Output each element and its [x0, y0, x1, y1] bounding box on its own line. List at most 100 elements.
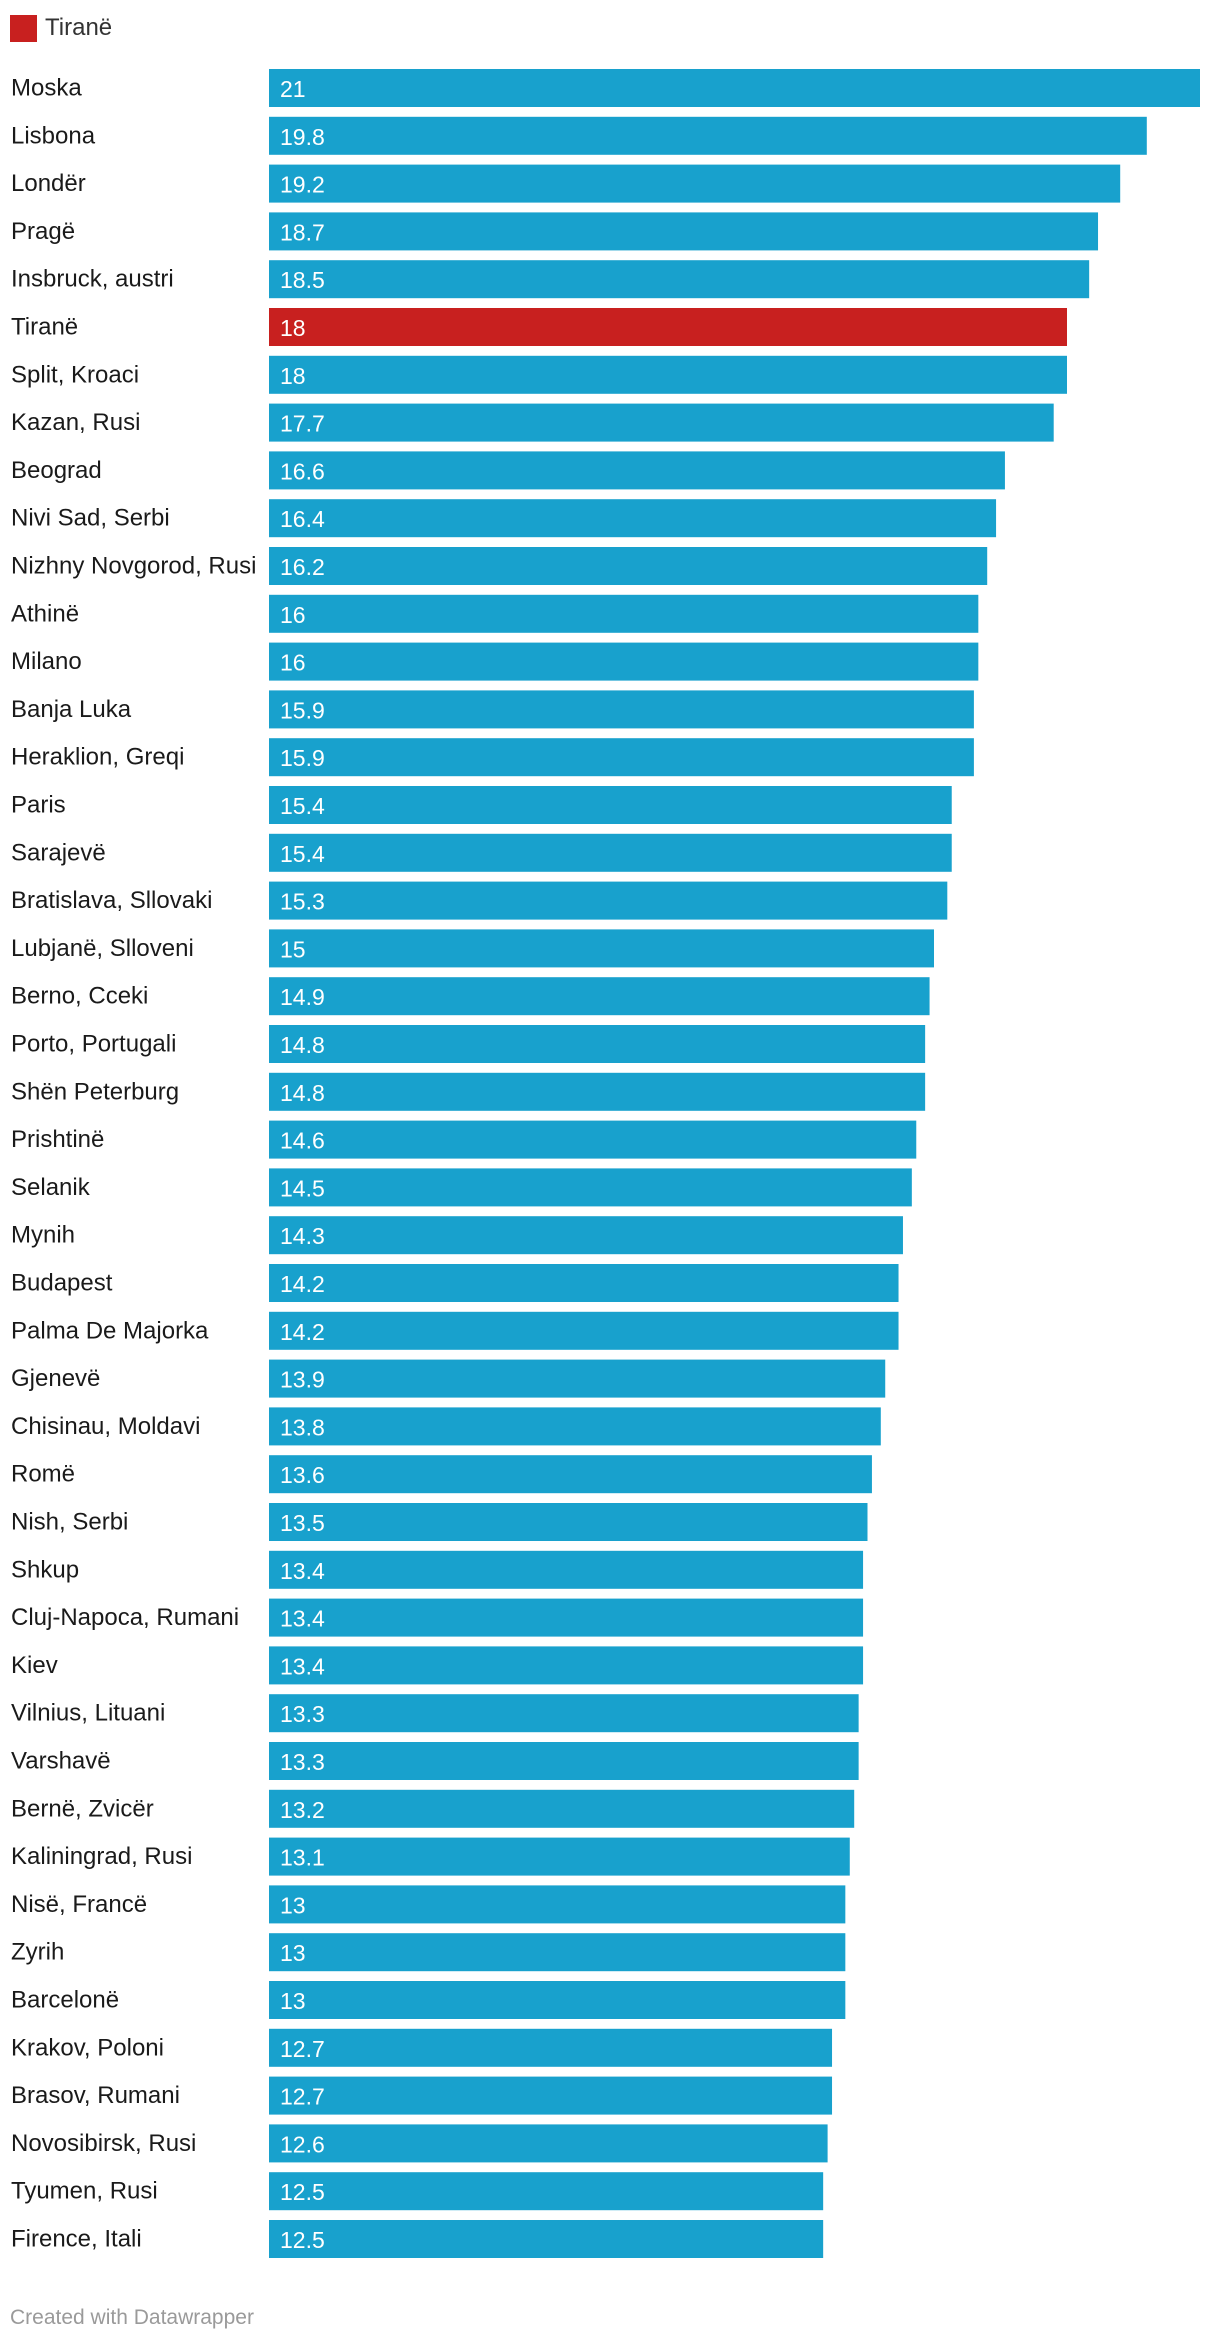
bar-value-label: 14.8 — [280, 1080, 325, 1106]
bar-value-label: 13 — [280, 1988, 306, 2014]
bar-value-label: 13 — [280, 1940, 306, 1966]
bar — [269, 1550, 864, 1589]
bar-row: Palma De Majorka 14.2 — [11, 1311, 899, 1350]
category-label: Paris — [11, 792, 66, 819]
category-label: Gjenevë — [11, 1365, 100, 1392]
bar-row: Kiev 13.4 — [11, 1646, 864, 1685]
bar — [269, 2172, 824, 2211]
bar-value-label: 13.4 — [280, 1558, 325, 1584]
category-label: Bratislava, Sllovaki — [11, 887, 212, 914]
bar-row: Budapest 14.2 — [11, 1264, 899, 1302]
category-label: Novosibirsk, Rusi — [11, 2130, 196, 2157]
bar — [269, 1933, 846, 1972]
bar-value-label: 14.6 — [280, 1128, 325, 1154]
category-label: Nizhny Novgorod, Rusi — [11, 553, 256, 580]
bar-value-label: 16.2 — [280, 554, 325, 580]
bar-row: Kaliningrad, Rusi 13.1 — [11, 1837, 850, 1876]
bar — [269, 929, 934, 968]
bar — [269, 1407, 881, 1446]
bar-row: Bratislava, Sllovaki 15.3 — [11, 881, 948, 920]
bar-value-label: 13.3 — [280, 1749, 325, 1775]
category-label: Split, Kroaci — [11, 361, 139, 388]
bar — [269, 1503, 868, 1541]
bar-row: Athinë 16 — [11, 594, 979, 633]
category-label: Moska — [11, 75, 82, 102]
category-label: Chisinau, Moldavi — [11, 1413, 200, 1440]
category-label: Tiranë — [11, 314, 78, 341]
category-label: Lubjanë, Slloveni — [11, 935, 194, 962]
bar-row: Tiranë 18 — [11, 308, 1067, 346]
category-label: Krakov, Poloni — [11, 2034, 164, 2061]
bar-value-label: 14.2 — [280, 1271, 325, 1297]
category-label: Beograd — [11, 457, 102, 484]
bar — [269, 1216, 903, 1255]
bar-row: Bernë, Zvicër 13.2 — [11, 1789, 855, 1828]
category-label: Selanik — [11, 1174, 91, 1201]
bar-value-label: 13.2 — [280, 1797, 325, 1823]
category-label: Londër — [11, 170, 86, 197]
category-label: Sarajevë — [11, 839, 106, 866]
bar — [269, 499, 997, 538]
bar-value-label: 15.4 — [280, 841, 325, 867]
bar — [269, 833, 952, 872]
bar-value-label: 13.5 — [280, 1510, 325, 1536]
bar-value-label: 19.2 — [280, 172, 325, 198]
category-label: Mynih — [11, 1222, 75, 1249]
bar — [269, 260, 1090, 299]
bar-row: Paris 15.4 — [11, 786, 952, 824]
category-label: Firence, Itali — [11, 2226, 142, 2253]
bar-row: Berno, Cceki 14.9 — [11, 977, 930, 1016]
bar — [269, 1359, 886, 1398]
category-label: Kiev — [11, 1652, 58, 1679]
bar-row: Kazan, Rusi 17.7 — [11, 403, 1054, 442]
bar — [269, 547, 988, 585]
category-label: Shën Peterburg — [11, 1078, 179, 1105]
bar — [269, 1072, 926, 1111]
bar — [269, 1694, 859, 1733]
bar-value-label: 18.7 — [280, 219, 325, 245]
bar-row: Pragë 18.7 — [11, 212, 1099, 251]
bar — [269, 2124, 828, 2163]
bar — [269, 164, 1121, 203]
bar-value-label: 13.4 — [280, 1606, 325, 1632]
category-label: Lisbona — [11, 122, 96, 149]
bar — [269, 1311, 899, 1350]
bar-row: Firence, Itali 12.5 — [11, 2220, 824, 2258]
bar-row: Nivi Sad, Serbi 16.4 — [11, 499, 997, 538]
bar-row: Nizhny Novgorod, Rusi 16.2 — [11, 547, 988, 585]
category-label: Insbruck, austri — [11, 266, 174, 293]
footer-credit: Created with Datawrapper — [10, 2306, 254, 2329]
category-label: Zyrih — [11, 1939, 64, 1966]
bar — [269, 116, 1147, 155]
bar-value-label: 16.6 — [280, 458, 325, 484]
bar-value-label: 13.6 — [280, 1462, 325, 1488]
category-label: Kazan, Rusi — [11, 409, 140, 436]
category-label: Nisë, Francë — [11, 1891, 147, 1918]
bar — [269, 2220, 824, 2258]
bar-row: Lisbona 19.8 — [11, 116, 1147, 155]
bar — [269, 1455, 872, 1494]
category-label: Milano — [11, 648, 82, 675]
bar-value-label: 12.6 — [280, 2131, 325, 2157]
bar-row: Porto, Portugali 14.8 — [11, 1025, 926, 1063]
bar-value-label: 18.5 — [280, 267, 325, 293]
bar — [269, 1981, 846, 2019]
bar-value-label: 14.8 — [280, 1032, 325, 1058]
category-label: Nish, Serbi — [11, 1509, 128, 1536]
bar — [269, 1837, 850, 1876]
bar-value-label: 15.9 — [280, 697, 325, 723]
bar-value-label: 12.5 — [280, 2227, 325, 2253]
category-label: Berno, Cceki — [11, 983, 148, 1010]
bar — [269, 1789, 855, 1828]
bar-row: Barcelonë 13 — [11, 1981, 846, 2019]
category-label: Tyumen, Rusi — [11, 2178, 158, 2205]
bar-value-label: 15.3 — [280, 889, 325, 915]
bar-row: Banja Luka 15.9 — [11, 690, 974, 729]
bar — [269, 1598, 864, 1637]
category-label: Porto, Portugali — [11, 1031, 176, 1058]
category-label: Prishtinë — [11, 1126, 104, 1153]
bar-row: Gjenevë 13.9 — [11, 1359, 886, 1398]
bar-row: Mynih 14.3 — [11, 1216, 903, 1255]
bar-row: Shën Peterburg 14.8 — [11, 1072, 926, 1111]
bar-value-label: 15.4 — [280, 793, 325, 819]
